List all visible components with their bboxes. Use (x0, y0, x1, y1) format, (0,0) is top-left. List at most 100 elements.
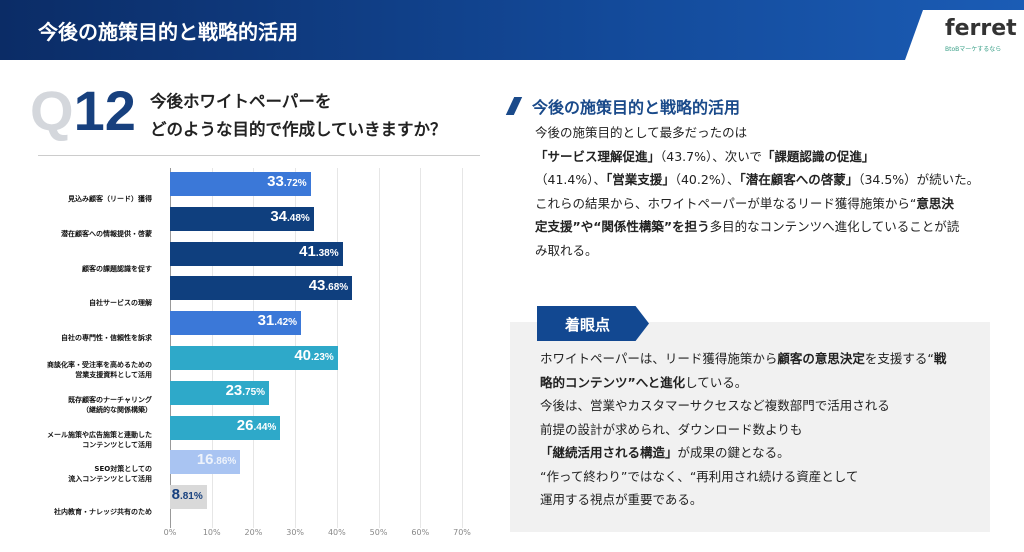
question-number: Q12 (30, 78, 136, 143)
x-tick-label: 10% (202, 528, 221, 537)
bar: 26.44% (170, 415, 281, 440)
x-tick-label: 60% (411, 528, 430, 537)
bar-value-label: 23.75% (225, 381, 266, 399)
x-tick-label: 50% (369, 528, 388, 537)
category-label: 既存顧客のナーチャリング （継続的な関係構築） (68, 395, 152, 414)
category-label: メール施策や広告施策と連動した コンテンツとして活用 (47, 430, 152, 449)
bar: 33.72% (170, 172, 311, 196)
summary-title: 今後の施策目的と戦略的活用 (532, 98, 741, 117)
header-bar: 今後の施策目的と戦略的活用 ferret BtoBマーケするなら (0, 0, 1024, 60)
category-label: 見込み顧客（リード）獲得 (68, 195, 152, 203)
slash-icon (505, 97, 523, 115)
x-tick-label: 70% (453, 528, 471, 537)
text-line: 今後の施策目的として最多だったのは (535, 121, 979, 145)
bar: 23.75% (170, 380, 270, 405)
text-line: 今後は、営業やカスタマーサクセスなど複数部門で活用される (540, 394, 946, 418)
summary-body: 今後の施策目的として最多だったのは 「サービス理解促進」（43.7%）、次いで「課… (535, 121, 979, 262)
category-label: 商談化率・受注率を高めるための 営業支援資料として活用 (47, 361, 152, 379)
x-tick-label: 40% (327, 528, 346, 537)
text-line: 定支援”や“関係性構築”を担う多目的なコンテンツへ進化していることが読 (535, 215, 979, 239)
text-segment: 今後の施策目的として最多だったのは (535, 125, 748, 140)
text-segment: を支援する“ (864, 351, 934, 366)
text-segment: が成果の鍵となる。 (677, 445, 790, 460)
question-text: 今後ホワイトペーパーを どのような目的で作成していきますか？ (150, 88, 447, 144)
text-segment: ホワイトペーパーは、リード獲得施策から (540, 351, 778, 366)
bar-value-label: 26.44% (236, 416, 277, 434)
text-segment: している。 (685, 374, 748, 390)
gridline (378, 168, 380, 528)
gridline (462, 168, 463, 528)
text-segment: （40.2%）、 (674, 172, 740, 187)
text-line: 前提の設計が求められ、ダウンロード数よりも (540, 418, 946, 442)
text-segment: （41.4%）、 (535, 172, 606, 187)
category-label: 自社サービスの理解 (89, 299, 152, 308)
emphasis-text: 「継続活用される構造」 (540, 445, 678, 460)
bar-chart: 0% 10% 20% 30% 40% 50% 60% 70% 33.72% 見込み顧客（リード）獲… (0, 160, 490, 552)
q-letter: Q (30, 79, 74, 142)
focus-tag: 着眼点 (537, 306, 649, 341)
gridline (420, 168, 422, 528)
text-line: 「継続活用される構造」が成果の鍵となる。 (540, 441, 946, 465)
text-segment: 運用する視点が重要である。 (540, 492, 703, 507)
text-segment: （43.7%）、次いで (660, 148, 762, 164)
category-label: 潜在顧客への情報提供・啓蒙 (61, 229, 152, 238)
bar: 34.48% (170, 206, 314, 231)
category-label: 自社の専門性・信頼性を訴求 (61, 334, 152, 343)
focus-box (510, 322, 990, 532)
text-line: 運用する視点が重要である。 (540, 488, 946, 512)
text-line: （41.4%）、「営業支援」（40.2%）、「潜在顧客への啓蒙」（34.5%）が… (535, 168, 979, 192)
bar-value-label: 8.81% (171, 486, 203, 504)
bar-value-label: 43.68% (308, 277, 349, 295)
bar: 40.23% (170, 346, 338, 370)
category-label: SEO対策としての 流入コンテンツとして活用 (68, 465, 152, 484)
bar: 8.81% (170, 485, 207, 510)
emphasis-text: 「営業支援」 (605, 172, 675, 187)
emphasis-text: 「サービス理解促進」 (535, 148, 661, 164)
emphasis-text: 意思決 (916, 195, 954, 211)
bar-value-label: 34.48% (270, 207, 310, 225)
bar: 41.38% (170, 241, 343, 266)
text-line: 「サービス理解促進」（43.7%）、次いで「課題認識の促進」 (535, 145, 979, 169)
emphasis-text: 戦 (933, 351, 947, 366)
category-label: 顧客の課題認識を促す (82, 264, 152, 273)
bar-value-label: 31.42% (257, 312, 298, 330)
text-line: “作って終わり”ではなく、“再利用され続ける資産として (540, 465, 946, 489)
emphasis-text: 顧客の意思決定 (777, 351, 865, 366)
focus-body: ホワイトペーパーは、リード獲得施策から顧客の意思決定を支援する“戦 略的コンテンツ… (540, 347, 946, 512)
bar: 16.86% (170, 450, 241, 475)
text-segment: 今後は、営業やカスタマーサクセスなど複数部門で活用される (540, 398, 890, 413)
emphasis-text: 「潜在顧客への啓蒙」 (739, 172, 859, 187)
text-line: み取れる。 (535, 239, 979, 263)
bar: 31.42% (170, 311, 302, 336)
bar: 43.68% (170, 276, 353, 301)
x-tick-label: 30% (286, 528, 305, 537)
text-line: これらの結果から、ホワイトペーパーが単なるリード獲得施策から“意思決 (535, 192, 979, 216)
x-tick-label: 20% (244, 528, 263, 537)
bar-value-label: 33.72% (267, 173, 307, 190)
text-segment: 多目的なコンテンツへ進化していることが読 (709, 219, 960, 234)
q-digits: 12 (73, 79, 136, 142)
text-line: 略的コンテンツ”へと進化している。 (540, 371, 946, 395)
page-title: 今後の施策目的と戦略的活用 (38, 20, 298, 44)
emphasis-text: 定支援”や“関係性構築”を担う (535, 219, 710, 234)
emphasis-text: 「課題認識の促進」 (761, 148, 875, 164)
x-tick-label: 0% (163, 528, 177, 537)
bar-value-label: 40.23% (294, 347, 334, 364)
bar-value-label: 16.86% (196, 451, 237, 469)
category-label: 社内教育・ナレッジ共有のため (54, 508, 152, 517)
question-line: 今後ホワイトペーパーを (150, 92, 332, 111)
text-segment: これらの結果から、ホワイトペーパーが単なるリード獲得施策から“ (535, 195, 917, 211)
logo-text: ferret (945, 16, 1017, 41)
divider (38, 155, 480, 156)
text-segment: み取れる。 (535, 242, 598, 258)
question-line: どのような目的で作成していきますか？ (150, 120, 447, 139)
summary-heading: 今後の施策目的と戦略的活用 (505, 94, 741, 118)
ferret-logo: ferret BtoBマーケするなら (905, 10, 1024, 60)
text-segment: 前提の設計が求められ、ダウンロード数よりも (540, 421, 803, 437)
text-segment: （34.5%）が続いた。 (858, 172, 980, 187)
bar-value-label: 41.38% (299, 242, 339, 260)
text-segment: “作って終わり”ではなく、“再利用され続ける資産として (540, 468, 859, 484)
emphasis-text: 略的コンテンツ”へと進化 (540, 374, 686, 390)
logo-subtext: BtoBマーケするなら (945, 46, 1002, 53)
text-line: ホワイトペーパーは、リード獲得施策から顧客の意思決定を支援する“戦 (540, 347, 946, 371)
